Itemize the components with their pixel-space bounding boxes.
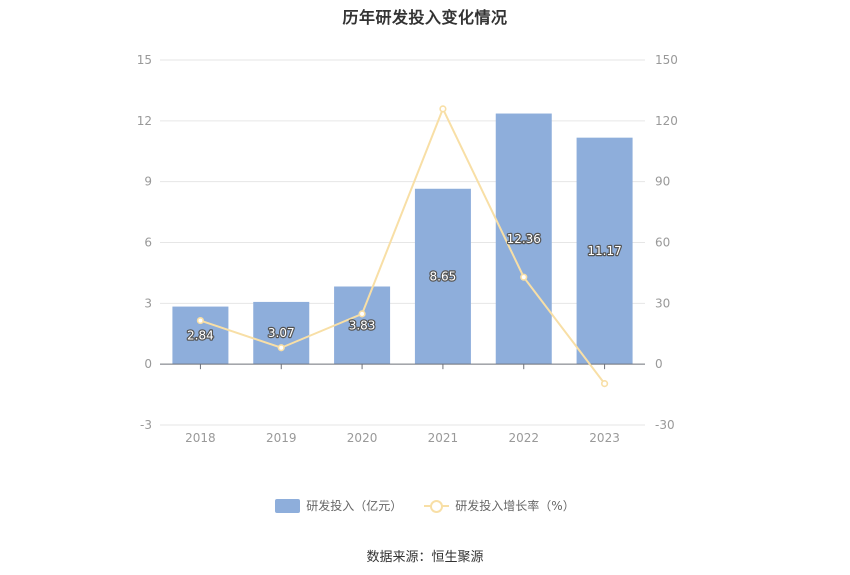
bar-value-label-2018: 2.84: [187, 328, 214, 342]
x-tick-label-2020: 2020: [347, 431, 378, 445]
y-left-tick-label: 9: [144, 175, 152, 189]
x-axis: [160, 363, 645, 370]
legend: 研发投入（亿元） 研发投入增长率（%）: [0, 497, 850, 514]
data-source: 数据来源：恒生聚源: [366, 550, 484, 565]
growth-point-2023[interactable]: [600, 380, 609, 388]
growth-point-2019[interactable]: [277, 344, 285, 352]
x-tick-label-2022: 2022: [508, 431, 539, 445]
bar-value-label-2022: 12.36: [507, 232, 541, 246]
bar-2018[interactable]: [172, 306, 229, 365]
y-right-tick-label: 0: [655, 357, 663, 371]
growth-point-2018[interactable]: [196, 316, 205, 325]
bar-2023[interactable]: [576, 137, 633, 365]
y-left-tick-label: 6: [144, 236, 152, 250]
x-tick-label-2023: 2023: [589, 431, 620, 445]
growth-point-2020[interactable]: [358, 310, 366, 318]
bar-value-label-2020: 3.83: [349, 318, 376, 332]
x-axis-ticks: 2018 2019 2020 2021 2022 2023: [185, 431, 620, 445]
chart-title: 历年研发投入变化情况: [342, 8, 508, 27]
y-left-tick-label: 0: [144, 357, 152, 371]
y-left-tick-label: -3: [140, 418, 152, 432]
y-left-tick-label: 3: [144, 296, 152, 310]
y-right-tick-label: 120: [655, 114, 678, 128]
legend-item-bar[interactable]: 研发投入（亿元）: [275, 497, 402, 514]
y-left-tick-label: 12: [137, 114, 152, 128]
bar-value-label-2023: 11.17: [587, 244, 621, 258]
legend-item-line[interactable]: 研发投入增长率（%）: [424, 497, 575, 514]
legend-bar-swatch: [275, 498, 301, 513]
growth-point-2021[interactable]: [439, 105, 447, 113]
bar-2021[interactable]: [414, 188, 471, 365]
y-right-tick-label: 30: [655, 296, 670, 310]
data-labels: 2.84 3.07 3.83 8.65 12.36 11.17: [186, 231, 623, 344]
bar-value-label-2021: 8.65: [430, 269, 457, 283]
bar-series: [172, 113, 633, 365]
y-axis-left-ticks: 15 12 9 6 3 0 -3: [137, 53, 152, 432]
y-right-tick-label: 60: [655, 236, 670, 250]
x-tick-label-2019: 2019: [266, 431, 297, 445]
line-series: [196, 105, 609, 388]
y-right-tick-label: -30: [655, 418, 675, 432]
y-left-tick-label: 15: [137, 53, 152, 67]
x-tick-label-2018: 2018: [185, 431, 216, 445]
legend-bar-label: 研发投入（亿元）: [306, 499, 403, 513]
bar-value-label-2019: 3.07: [268, 326, 295, 340]
y-right-tick-label: 150: [655, 53, 678, 67]
bar-2019[interactable]: [253, 301, 310, 365]
y-axis-right-ticks: 150 120 90 60 30 0 -30: [655, 53, 678, 432]
y-right-tick-label: 90: [655, 175, 670, 189]
bar-2020[interactable]: [334, 286, 391, 365]
growth-point-2022[interactable]: [520, 273, 528, 281]
growth-rate-line: [200, 106, 606, 385]
legend-line-label: 研发投入增长率（%）: [455, 499, 575, 513]
grid-lines: [160, 59, 645, 426]
legend-line-swatch: [424, 499, 450, 513]
x-tick-label-2021: 2021: [428, 431, 459, 445]
